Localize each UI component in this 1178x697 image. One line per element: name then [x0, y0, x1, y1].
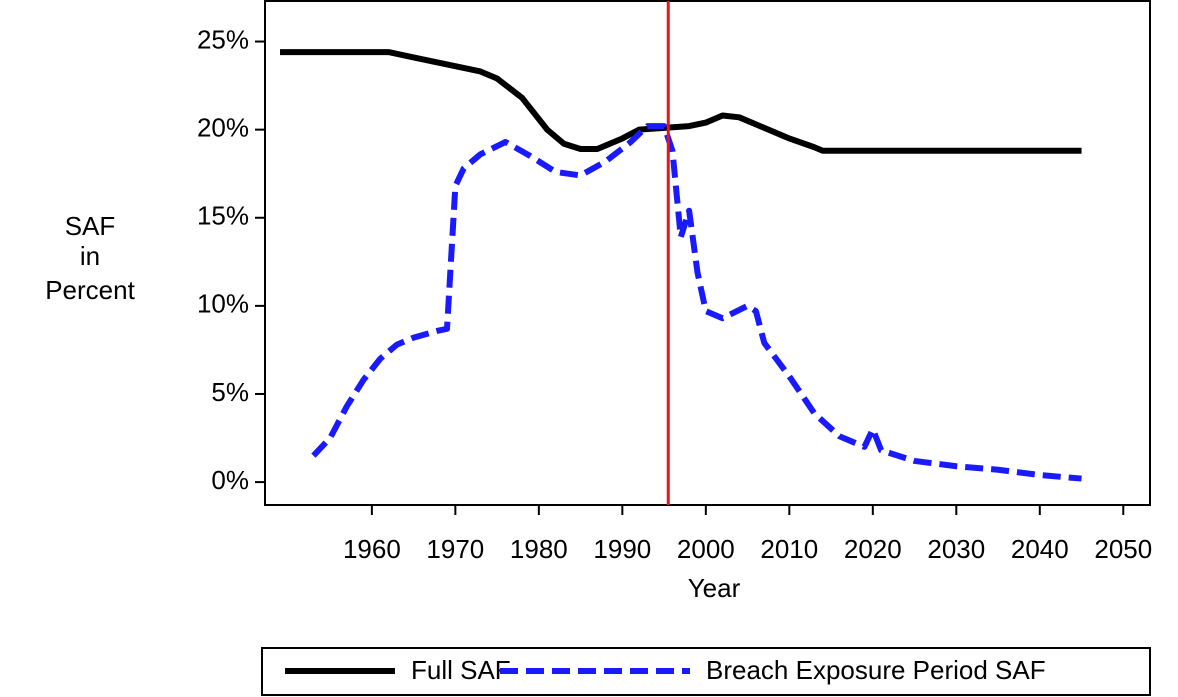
- x-tick-label: 2030: [927, 534, 985, 564]
- legend-box: [261, 647, 1151, 696]
- y-tick-label: 0%: [211, 465, 249, 495]
- x-tick-label: 2010: [760, 534, 818, 564]
- legend-label: Breach Exposure Period SAF: [706, 655, 1046, 685]
- x-tick-label: 1990: [593, 534, 651, 564]
- y-axis-label: Percent: [45, 275, 135, 305]
- x-tick-label: 2020: [844, 534, 902, 564]
- y-axis-label: in: [80, 241, 100, 271]
- y-tick-label: 10%: [197, 289, 249, 319]
- series-line: [280, 49, 1082, 154]
- y-axis-label: SAF: [65, 211, 116, 241]
- x-tick-label: 1960: [343, 534, 401, 564]
- legend-label: Full SAF: [411, 655, 511, 685]
- x-tick-label: 1980: [510, 534, 568, 564]
- series-line: [311, 123, 1082, 482]
- y-tick-label: 20%: [197, 113, 249, 143]
- y-tick-label: 15%: [197, 201, 249, 231]
- x-tick-label: 1970: [426, 534, 484, 564]
- y-tick-label: 5%: [211, 377, 249, 407]
- plot-frame: [264, 0, 1151, 506]
- x-tick-label: 2040: [1011, 534, 1069, 564]
- x-axis-label: Year: [688, 573, 741, 603]
- y-tick-label: 25%: [197, 24, 249, 54]
- x-tick-label: 2000: [677, 534, 735, 564]
- x-tick-label: 2050: [1094, 534, 1152, 564]
